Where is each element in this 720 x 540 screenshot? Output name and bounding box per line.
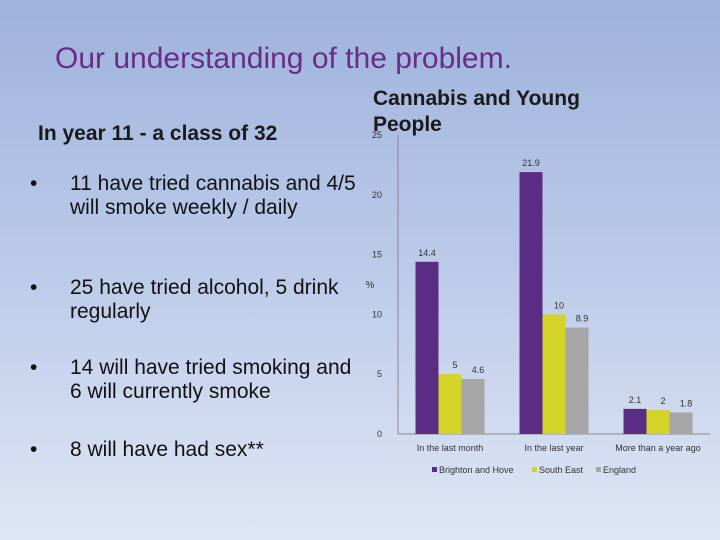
- data-label: 14.4: [418, 248, 436, 258]
- bullet-marker: •: [30, 438, 38, 461]
- data-label: 5: [452, 360, 457, 370]
- bar: [415, 261, 439, 434]
- data-label: 1.8: [680, 398, 693, 408]
- y-tick-label: 5: [377, 369, 382, 379]
- bar: [623, 408, 647, 434]
- bullet-item-smoking: • 14 will have tried smoking and 6 will …: [30, 356, 360, 404]
- y-tick-label: 10: [372, 309, 382, 319]
- bar: [669, 412, 693, 434]
- bar: [461, 378, 485, 434]
- bullet-item-sex: • 8 will have had sex**: [30, 438, 360, 462]
- legend-swatch: [596, 467, 601, 472]
- y-tick-label: 25: [372, 130, 382, 140]
- bar: [565, 327, 589, 434]
- x-tick-label: In the last year: [524, 443, 583, 453]
- bullet-text: 25 have tried alcohol, 5 drink regularly: [70, 276, 339, 323]
- class-label: In year 11 - a class of 32: [38, 122, 278, 145]
- bullet-item-alcohol: • 25 have tried alcohol, 5 drink regular…: [30, 276, 360, 324]
- bar: [519, 172, 543, 435]
- data-label: 8.9: [576, 314, 589, 324]
- data-label: 2: [660, 396, 665, 406]
- bullet-marker: •: [30, 356, 38, 379]
- data-label: 10: [554, 300, 564, 310]
- bar: [646, 410, 670, 434]
- y-tick-label: 20: [372, 190, 382, 200]
- x-tick-label: More than a year ago: [615, 443, 701, 453]
- bar: [542, 314, 566, 434]
- chart-title: Cannabis and Young People: [373, 87, 580, 136]
- x-tick-label: In the last month: [417, 443, 484, 453]
- bar: [438, 374, 462, 434]
- bullet-text: 11 have tried cannabis and 4/5 will smok…: [70, 172, 356, 219]
- legend-label: Brighton and Hove: [439, 465, 514, 475]
- legend-label: England: [603, 465, 636, 475]
- legend-label: South East: [539, 465, 584, 475]
- legend-swatch: [532, 467, 537, 472]
- slide-title: Our understanding of the problem.: [55, 42, 512, 75]
- data-label: 21.9: [522, 158, 540, 168]
- bullet-marker: •: [30, 276, 38, 299]
- y-axis-label: %: [366, 280, 375, 291]
- bullet-marker: •: [30, 172, 38, 195]
- legend-swatch: [432, 467, 437, 472]
- y-tick-label: 15: [372, 250, 382, 260]
- bullet-text: 14 will have tried smoking and 6 will cu…: [70, 356, 352, 403]
- bullet-item-cannabis: • 11 have tried cannabis and 4/5 will sm…: [30, 172, 360, 220]
- data-label: 4.6: [472, 365, 485, 375]
- y-tick-label: 0: [377, 429, 382, 439]
- data-label: 2.1: [629, 395, 642, 405]
- bullet-text: 8 will have had sex**: [70, 438, 264, 461]
